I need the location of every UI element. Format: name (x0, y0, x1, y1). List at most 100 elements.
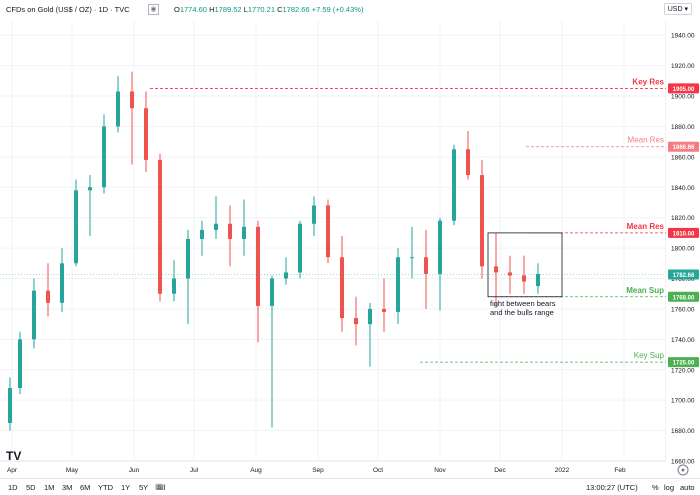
current-price-tag-text: 1782.66 (673, 273, 695, 279)
header-toggle-icons[interactable]: ◉ (148, 4, 161, 15)
level-price-tag-text: 1866.66 (673, 145, 695, 151)
time-tick-label: Aug (250, 467, 262, 474)
timeframe-button-1d[interactable]: 1D (8, 483, 18, 492)
annotation-line-1: fight between bears (490, 299, 556, 308)
candle (326, 199, 330, 264)
level-label: Mean Sup (626, 286, 664, 295)
level-price-tag-text: 1905.00 (673, 87, 695, 93)
auto-toggle[interactable]: auto (680, 483, 695, 492)
timeframe-button-5y[interactable]: 5Y (139, 483, 149, 492)
timeframe-button-all[interactable]: All (157, 483, 166, 492)
price-tick-label: 1680.00 (671, 428, 695, 435)
candle (256, 220, 260, 343)
candle (494, 232, 498, 306)
price-chart[interactable]: 1940.00 1920.00 1900.00 1880.00 1860.00 1840.… (0, 0, 700, 478)
log-toggle[interactable]: log (664, 483, 675, 492)
candle (298, 220, 302, 279)
candle-body (312, 205, 316, 224)
time-tick-label: May (66, 467, 79, 474)
candle-body (382, 308, 386, 312)
ohlc-c-label: C (277, 5, 283, 14)
price-tick-label: 1760.00 (671, 306, 695, 313)
candle (186, 229, 190, 325)
chart-grid (0, 20, 667, 462)
candle-body (536, 273, 540, 287)
candle (382, 278, 386, 332)
chart-header: CFDs on Gold (US$ / OZ) · 1D · TVC ◉ O17… (0, 0, 700, 20)
currency-select[interactable]: USD ▾ (663, 3, 692, 15)
candle-body (508, 272, 512, 276)
candle-body (144, 108, 148, 160)
tradingview-logo[interactable]: TV (6, 449, 21, 463)
levels: Key Res 1905.00 Mean Res 1866.66 Mean Res 181… (150, 77, 699, 368)
timeframe-button-1y[interactable]: 1Y (121, 483, 131, 492)
candle-body (284, 272, 288, 279)
timeframe-button-ytd[interactable]: YTD (98, 483, 113, 492)
candle (270, 275, 274, 428)
level-label: Mean Res (628, 136, 664, 145)
candle (60, 248, 64, 312)
candle-body (46, 290, 50, 303)
ohlc-close: 1782.66 (282, 5, 310, 14)
time-axis[interactable]: Apr May Jun Jul Aug Sep Oct Nov Dec 2022 Feb (7, 467, 626, 474)
timeframe-button-5d[interactable]: 5D (26, 483, 36, 492)
ohlc-low: 1770.21 (247, 5, 275, 14)
candle (354, 296, 358, 346)
time-tick-label: Feb (614, 467, 626, 474)
candle-body (480, 175, 484, 267)
level-price-tag-text: 1810.00 (673, 231, 695, 237)
candle (368, 302, 372, 367)
ohlc-o-label: O (174, 5, 180, 14)
candle-body (354, 318, 358, 325)
candle-body (466, 149, 470, 176)
visibility-toggle-icon[interactable]: ◉ (148, 4, 159, 15)
candle (452, 144, 456, 226)
range-box[interactable] (487, 232, 563, 298)
calendar-icon[interactable]: ▦ (155, 482, 163, 491)
timeframe-button-3m[interactable]: 3M (62, 483, 73, 492)
price-tick-label: 1740.00 (671, 337, 695, 344)
candle-body (172, 278, 176, 294)
candle-body (102, 126, 106, 188)
candle-body (130, 91, 134, 109)
current-price-tag (668, 269, 699, 280)
candle (340, 235, 344, 332)
ohlc-change: +7.59 (+0.43%) (311, 5, 364, 14)
timeframe-button-6m[interactable]: 6M (80, 483, 91, 492)
candle-body (32, 290, 36, 340)
price-tick-label: 1900.00 (671, 94, 695, 101)
level-line: Key Sup 1725.00 (420, 351, 699, 368)
level-label: Key Res (632, 77, 664, 86)
time-axis-settings-icon[interactable] (677, 464, 689, 476)
time-tick-label: Oct (373, 467, 383, 474)
candle-body (438, 220, 442, 274)
utc-clock[interactable]: 13:00:27 (UTC) (586, 483, 638, 492)
candle-body (410, 257, 414, 259)
candle (172, 260, 176, 302)
price-tick-label: 1880.00 (671, 124, 695, 131)
price-axis[interactable]: 1940.00 1920.00 1900.00 1880.00 1860.00 1840.… (671, 33, 695, 466)
timeframe-button-1m[interactable]: 1M (44, 483, 55, 492)
candle (536, 263, 540, 294)
candle (438, 217, 442, 311)
candle-body (368, 308, 372, 325)
price-tick-label: 1820.00 (671, 215, 695, 222)
percent-toggle[interactable]: % (652, 483, 659, 492)
candle (46, 263, 50, 317)
level-line: Mean Res 1866.66 (526, 136, 699, 152)
ohlc-open: 1774.60 (179, 5, 207, 14)
candle-body (88, 187, 92, 191)
time-tick-label: Sep (312, 467, 324, 474)
level-price-tag (668, 141, 699, 152)
candle-body (340, 257, 344, 319)
candle (466, 131, 470, 180)
svg-text:TV: TV (6, 449, 21, 463)
candle (396, 248, 400, 325)
candle-body (200, 229, 204, 239)
candle (74, 179, 78, 267)
level-price-tag (668, 291, 699, 302)
ohlc-l-label: L (243, 5, 248, 14)
symbol-title[interactable]: CFDs on Gold (US$ / OZ) · 1D · TVC (6, 5, 130, 14)
candle (18, 331, 22, 395)
time-tick-label: Nov (434, 467, 446, 474)
